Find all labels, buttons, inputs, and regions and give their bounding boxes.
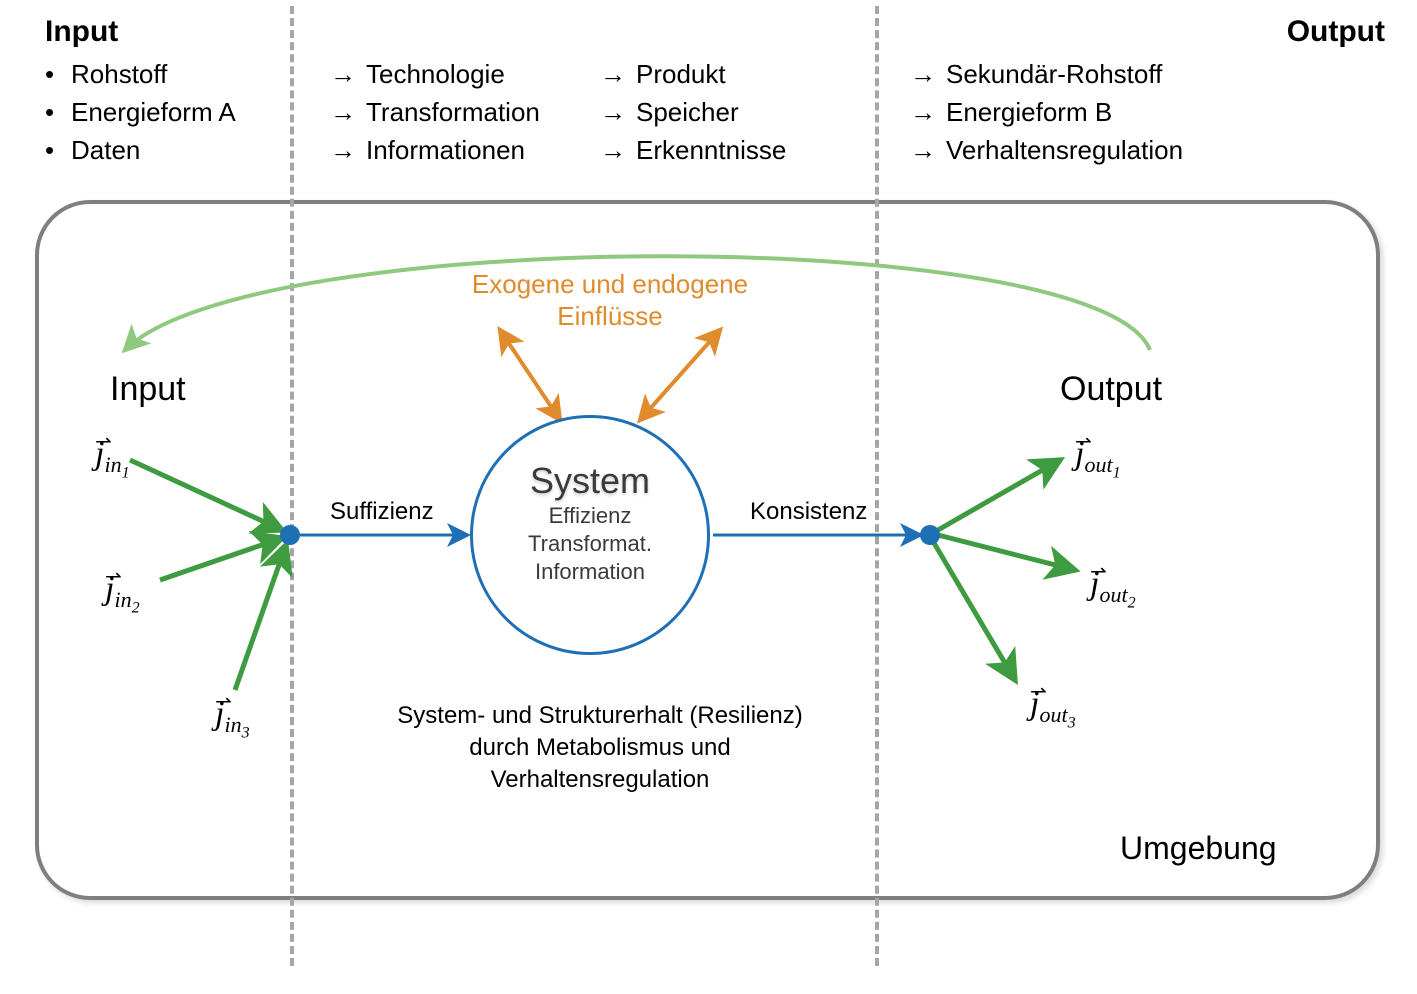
bullet-icon: • xyxy=(45,55,71,93)
dashed-divider-left xyxy=(290,6,294,966)
header-input-list: •Rohstoff •Energieform A •Daten xyxy=(45,55,236,169)
flux-in-3-label: ⇀jin3 xyxy=(215,695,250,742)
flux-out-1-label: ⇀jout1 xyxy=(1075,435,1121,482)
exogenous-line1: Exogene und endogene xyxy=(472,269,748,299)
suffizienz-label: Suffizienz xyxy=(330,498,434,526)
bullet-icon: • xyxy=(45,131,71,169)
system-subline: Effizienz xyxy=(473,502,707,530)
header-process-item: Informationen xyxy=(366,135,525,165)
flux-in-2-label: ⇀jin2 xyxy=(105,570,140,617)
header-process-item: Produkt xyxy=(636,59,726,89)
input-label: Input xyxy=(110,370,186,409)
system-subline: Information xyxy=(473,558,707,586)
arrow-right-icon: → xyxy=(600,55,636,93)
header-input-item: Daten xyxy=(71,135,140,165)
arrow-right-icon: → xyxy=(600,93,636,131)
header-process-item: Transformation xyxy=(366,97,540,127)
exogenous-label: Exogene und endogene Einflüsse xyxy=(460,268,760,332)
resilience-line3: Verhaltensregulation xyxy=(491,766,710,793)
header-input-title: Input xyxy=(45,15,118,49)
arrow-right-icon: → xyxy=(330,131,366,169)
flux-in-1-label: ⇀jin1 xyxy=(95,435,130,482)
header-output-item: Verhaltensregulation xyxy=(946,135,1183,165)
flux-out-3-label: ⇀jout3 xyxy=(1030,685,1076,732)
flux-out-2-label: ⇀jout2 xyxy=(1090,565,1136,612)
header-process-item: Erkenntnisse xyxy=(636,135,786,165)
environment-label: Umgebung xyxy=(1120,830,1277,867)
system-circle: System Effizienz Transformat. Informatio… xyxy=(470,415,710,655)
output-split-node xyxy=(920,525,940,545)
header-input-item: Energieform A xyxy=(71,97,236,127)
header-input-item: Rohstoff xyxy=(71,59,167,89)
output-label: Output xyxy=(1060,370,1162,409)
header-output-title: Output xyxy=(1287,15,1385,49)
arrow-right-icon: → xyxy=(330,93,366,131)
dashed-divider-right xyxy=(875,6,879,966)
system-title: System xyxy=(473,460,707,502)
exogenous-line2: Einflüsse xyxy=(557,301,663,331)
header-output-list: →Sekundär-Rohstoff →Energieform B →Verha… xyxy=(910,55,1183,169)
arrow-right-icon: → xyxy=(600,131,636,169)
header-process-col1: →Technologie →Transformation →Informatio… xyxy=(330,55,540,169)
system-subline: Transformat. xyxy=(473,530,707,558)
resilience-line2: durch Metabolismus und xyxy=(469,734,730,761)
header-process-item: Speicher xyxy=(636,97,739,127)
arrow-right-icon: → xyxy=(330,55,366,93)
arrow-right-icon: → xyxy=(910,131,946,169)
header-process-col2: →Produkt →Speicher →Erkenntnisse xyxy=(600,55,786,169)
header-output-item: Sekundär-Rohstoff xyxy=(946,59,1162,89)
input-join-node xyxy=(280,525,300,545)
diagram-canvas: Input •Rohstoff •Energieform A •Daten →T… xyxy=(0,0,1417,994)
header-process-item: Technologie xyxy=(366,59,505,89)
arrow-right-icon: → xyxy=(910,93,946,131)
resilience-line1: System- und Strukturerhalt (Resilienz) xyxy=(397,702,802,729)
konsistenz-label: Konsistenz xyxy=(750,498,867,526)
arrow-right-icon: → xyxy=(910,55,946,93)
header-output-item: Energieform B xyxy=(946,97,1112,127)
bullet-icon: • xyxy=(45,93,71,131)
resilience-text: System- und Strukturerhalt (Resilienz) d… xyxy=(390,700,810,796)
